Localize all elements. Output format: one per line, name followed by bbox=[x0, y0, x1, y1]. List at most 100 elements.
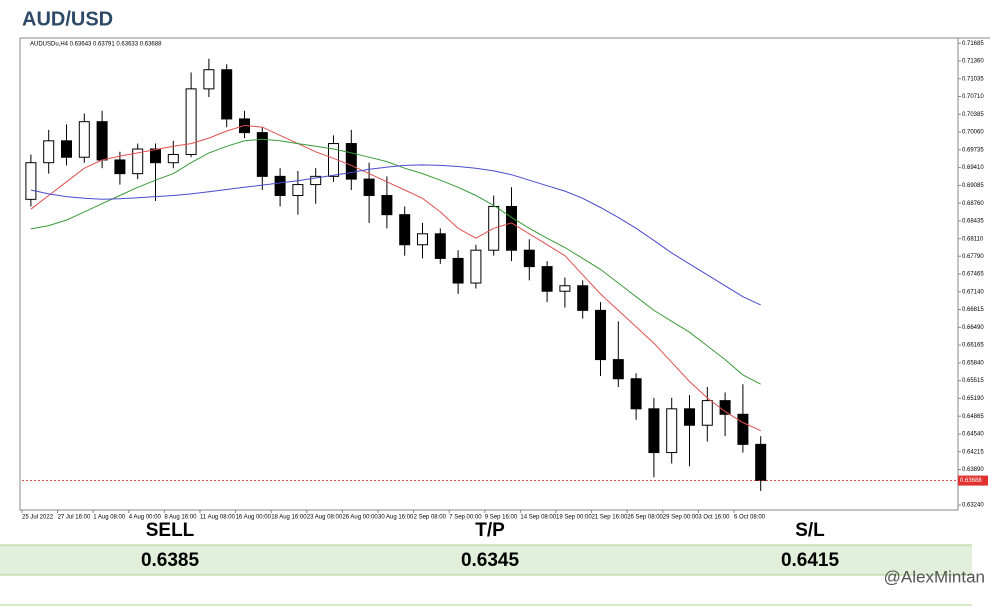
table-header: SELL bbox=[146, 520, 195, 541]
y-tick-label: 0.71360 bbox=[962, 59, 984, 65]
x-tick-label: 1 Aug 08:00 bbox=[93, 515, 126, 521]
y-tick-label: 0.70060 bbox=[962, 130, 984, 136]
candle-body bbox=[719, 400, 731, 415]
moving-average bbox=[30, 124, 761, 432]
candle-body bbox=[666, 408, 678, 454]
table-value: 0.6385 bbox=[141, 550, 200, 571]
value-row-bg bbox=[0, 545, 972, 575]
price-tag-label: 0.63688 bbox=[960, 478, 982, 484]
y-tick-label: 0.66490 bbox=[962, 325, 984, 331]
y-tick-label: 0.67790 bbox=[962, 254, 984, 260]
y-tick-label: 0.69410 bbox=[962, 165, 984, 171]
x-tick-label: 6 Oct 08:00 bbox=[734, 515, 766, 521]
x-tick-label: 16 Aug 00:00 bbox=[236, 515, 272, 521]
candle-body bbox=[506, 205, 517, 251]
candle-body bbox=[363, 178, 375, 197]
y-tick-label: 0.70385 bbox=[962, 112, 984, 118]
y-tick-label: 0.67465 bbox=[962, 272, 984, 278]
x-tick-label: 8 Aug 16:00 bbox=[164, 515, 197, 521]
x-tick-label: 4 Aug 00:00 bbox=[129, 515, 162, 521]
candle-body bbox=[132, 148, 144, 175]
candle-body bbox=[78, 121, 90, 158]
x-tick-label: 25 Jul 2022 bbox=[22, 515, 54, 521]
y-tick-label: 0.66165 bbox=[962, 343, 984, 349]
candle-body bbox=[96, 121, 108, 161]
candle-body bbox=[559, 285, 571, 292]
price-tag bbox=[958, 475, 988, 486]
x-tick-label: 9 Sep 16:00 bbox=[485, 515, 518, 521]
candle-body bbox=[345, 143, 357, 180]
candle-body bbox=[541, 266, 553, 292]
y-tick-label: 0.65515 bbox=[962, 378, 984, 384]
candle-body bbox=[61, 140, 72, 158]
candle-body bbox=[612, 359, 624, 380]
x-tick-label: 11 Aug 08:00 bbox=[200, 515, 236, 521]
candle-body bbox=[185, 88, 197, 155]
x-tick-label: 7 Sep 00:00 bbox=[449, 515, 482, 521]
candle-body bbox=[577, 285, 589, 311]
watermark: @AlexMintan bbox=[884, 567, 985, 586]
candle-body bbox=[150, 148, 161, 164]
candle-body bbox=[221, 69, 233, 120]
candle-body bbox=[203, 69, 215, 90]
candle-body bbox=[256, 132, 268, 177]
x-tick-label: 26 Sep 08:00 bbox=[627, 515, 663, 521]
candle-body bbox=[470, 249, 482, 284]
table-header: T/P bbox=[475, 520, 505, 541]
y-tick-label: 0.68435 bbox=[962, 219, 984, 225]
y-tick-label: 0.69085 bbox=[962, 183, 984, 189]
candle-body bbox=[755, 443, 767, 481]
y-tick-label: 0.65190 bbox=[962, 396, 984, 402]
y-tick-label: 0.71685 bbox=[962, 41, 984, 47]
y-tick-label: 0.64865 bbox=[962, 414, 984, 420]
candle-body bbox=[274, 175, 286, 197]
table-value: 0.6345 bbox=[461, 550, 520, 571]
x-tick-label: 18 Aug 16:00 bbox=[271, 515, 307, 521]
x-tick-label: 23 Aug 08:00 bbox=[307, 515, 343, 521]
candle-body bbox=[167, 153, 179, 164]
candle-body bbox=[523, 249, 535, 268]
y-tick-label: 0.71035 bbox=[962, 76, 984, 82]
candle-body bbox=[310, 175, 322, 186]
chart-header: AUDUSDu,H4 0.63643 0.63791 0.63633 0.636… bbox=[30, 42, 162, 48]
candle-body bbox=[684, 408, 695, 426]
candle-body bbox=[648, 408, 660, 454]
x-tick-label: 19 Sep 00:00 bbox=[556, 515, 592, 521]
plot-frame bbox=[19, 37, 959, 511]
moving-average bbox=[30, 164, 761, 306]
x-tick-label: 26 Aug 00:00 bbox=[342, 515, 378, 521]
candle-body bbox=[292, 184, 304, 197]
candle-body bbox=[737, 413, 749, 445]
table-header: S/L bbox=[795, 520, 825, 541]
y-tick-label: 0.66815 bbox=[962, 307, 984, 313]
moving-average bbox=[30, 138, 761, 385]
y-tick-label: 0.64540 bbox=[962, 432, 984, 438]
candle-body bbox=[701, 400, 713, 426]
y-tick-label: 0.63240 bbox=[962, 503, 984, 509]
chart-title: AUD/USD bbox=[22, 8, 113, 30]
candle-body bbox=[630, 378, 642, 410]
candle-body bbox=[452, 257, 464, 284]
x-tick-label: 27 Jul 16:00 bbox=[58, 515, 91, 521]
candle-body bbox=[434, 233, 446, 259]
candle-body bbox=[595, 309, 606, 361]
x-tick-label: 30 Aug 16:00 bbox=[378, 515, 414, 521]
candle-body bbox=[43, 140, 55, 164]
candle-body bbox=[25, 162, 37, 200]
x-tick-label: 2 Sep 08:00 bbox=[414, 515, 447, 521]
y-tick-label: 0.70710 bbox=[962, 94, 984, 100]
table-value: 0.6415 bbox=[781, 550, 840, 571]
candle-body bbox=[399, 214, 411, 246]
candle-body bbox=[114, 159, 126, 175]
y-tick-label: 0.63890 bbox=[962, 467, 984, 473]
x-tick-label: 14 Sep 08:00 bbox=[520, 515, 556, 521]
y-tick-label: 0.64215 bbox=[962, 449, 984, 455]
y-tick-label: 0.67140 bbox=[962, 289, 984, 295]
candle-body bbox=[417, 233, 428, 246]
y-tick-label: 0.68110 bbox=[962, 236, 984, 242]
y-tick-label: 0.68760 bbox=[962, 201, 984, 207]
x-tick-label: 29 Sep 00:00 bbox=[663, 515, 699, 521]
x-tick-label: 3 Oct 16:00 bbox=[698, 515, 730, 521]
